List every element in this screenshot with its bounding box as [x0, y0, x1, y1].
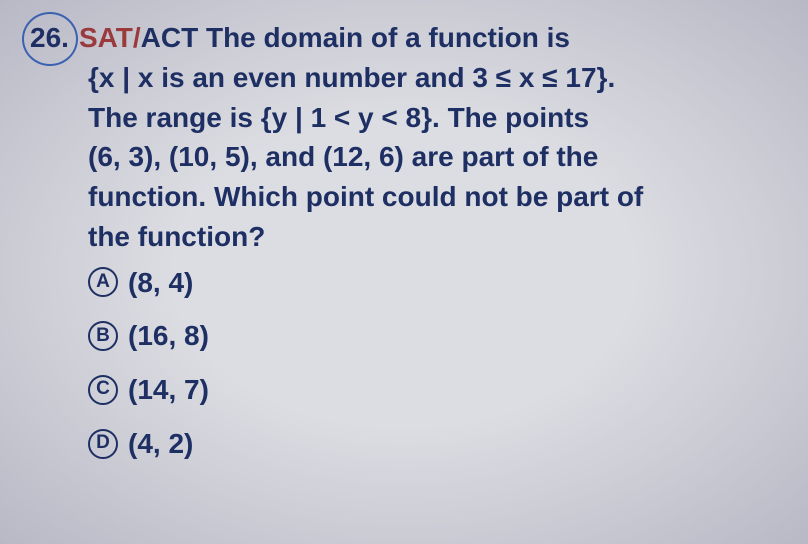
answer-choice-d[interactable]: D (4, 2) — [88, 424, 778, 464]
question-body: SAT/ACT The domain of a function is — [79, 18, 778, 58]
question-line-1: SAT/ACT The domain of a function is — [79, 18, 778, 58]
question-number: 26. — [30, 22, 69, 53]
answers-list: A (8, 4) B (16, 8) C (14, 7) D (4, 2) — [30, 263, 778, 464]
choice-bubble-icon: B — [88, 321, 118, 351]
question-line-5: function. Which point could not be part … — [88, 177, 778, 217]
answer-text: (4, 2) — [128, 424, 193, 464]
question-line-2: {x | x is an even number and 3 ≤ x ≤ 17}… — [88, 58, 778, 98]
answer-choice-a[interactable]: A (8, 4) — [88, 263, 778, 303]
answer-text: (16, 8) — [128, 316, 209, 356]
question-continuation: {x | x is an even number and 3 ≤ x ≤ 17}… — [30, 58, 778, 257]
act-label: ACT — [141, 22, 199, 53]
question-line-3: The range is {y | 1 < y < 8}. The points — [88, 98, 778, 138]
question-line-4: (6, 3), (10, 5), and (12, 6) are part of… — [88, 137, 778, 177]
choice-bubble-icon: C — [88, 375, 118, 405]
answer-text: (8, 4) — [128, 263, 193, 303]
choice-bubble-icon: A — [88, 267, 118, 297]
sat-label: SAT — [79, 22, 133, 53]
question-line-6: the function? — [88, 217, 778, 257]
answer-choice-b[interactable]: B (16, 8) — [88, 316, 778, 356]
line1-after: The domain of a function is — [198, 22, 570, 53]
page: 26. SAT/ACT The domain of a function is … — [0, 0, 808, 544]
sat-act-slash: / — [133, 22, 141, 53]
question-block: 26. SAT/ACT The domain of a function is — [30, 18, 778, 58]
answer-text: (14, 7) — [128, 370, 209, 410]
choice-bubble-icon: D — [88, 429, 118, 459]
answer-choice-c[interactable]: C (14, 7) — [88, 370, 778, 410]
question-number-wrap: 26. — [30, 18, 69, 58]
